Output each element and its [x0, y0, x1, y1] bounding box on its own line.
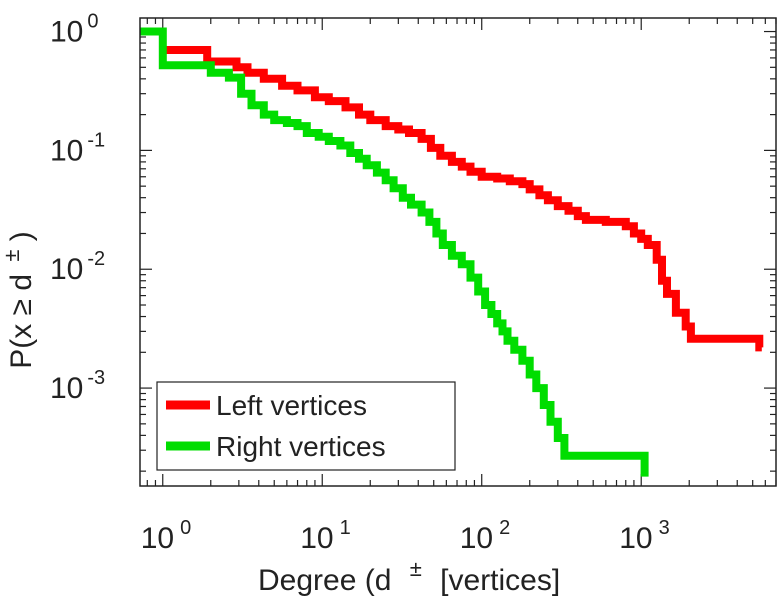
y-axis-title: P(x ≥ d ± ) [0, 231, 38, 369]
legend-label-left-vertices: Left vertices [216, 390, 367, 421]
x-axis-title: Degree (d ± [vertices] [258, 550, 560, 597]
y-tick-label: 10 0 [50, 11, 99, 49]
series-line-right-vertices [140, 27, 649, 477]
legend: Left vertices Right vertices [156, 381, 456, 471]
legend-label-right-vertices: Right vertices [216, 431, 386, 462]
x-tick-label: 10 3 [619, 517, 670, 555]
y-tick-label: 10 -2 [50, 248, 105, 286]
y-tick-label: 10 -1 [50, 129, 105, 167]
tick-labels: 10 0 10 1 10 2 10 3 10 0 10 -1 10 -2 10 -3 [50, 11, 670, 555]
y-tick-label: 10 -3 [50, 367, 105, 405]
x-tick-label: 10 1 [300, 517, 351, 555]
y-axis-title-close: ) [5, 231, 38, 241]
x-axis-title-suffix: [vertices] [440, 564, 560, 597]
series-line-left-vertices [162, 46, 764, 352]
y-axis-title-main: P(x ≥ d [5, 274, 38, 369]
x-tick-label: 10 2 [460, 517, 511, 555]
x-axis-title-sup: ± [410, 556, 422, 581]
legend-box [156, 381, 456, 471]
x-tick-label: 10 0 [141, 517, 192, 555]
y-axis-title-sup: ± [0, 250, 24, 262]
series-layer [140, 27, 764, 477]
x-axis-title-main: Degree (d [258, 564, 391, 597]
axes-frame [139, 17, 777, 487]
